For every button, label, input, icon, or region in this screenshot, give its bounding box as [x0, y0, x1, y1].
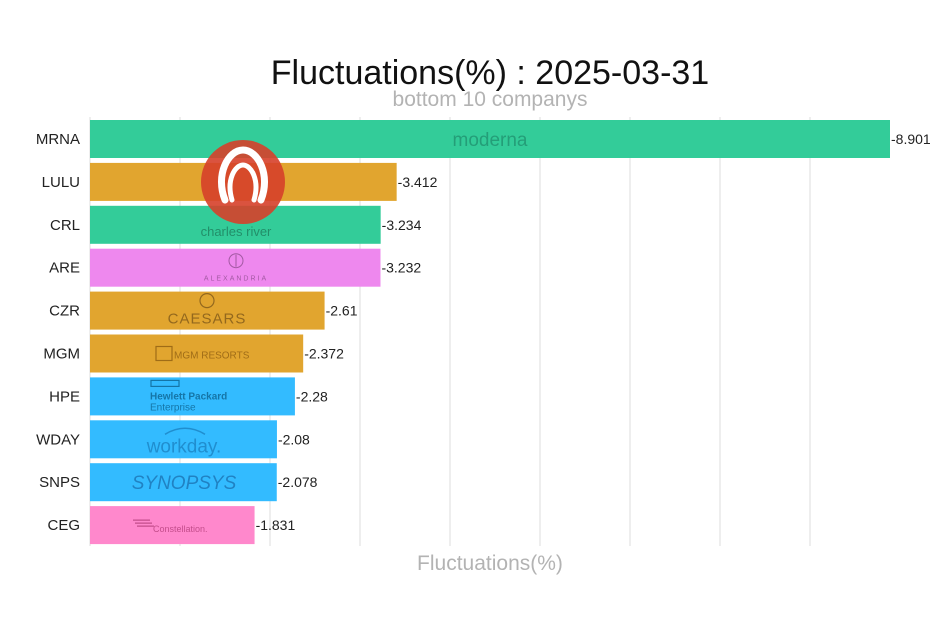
svg-text:moderna: moderna — [453, 130, 528, 151]
bar-czr — [90, 291, 325, 330]
value-labels: -8.901 -3.412 -3.234 -3.232 -2.61 -2.372 -2.28… — [256, 131, 931, 533]
y-tick-label: WDAY — [36, 431, 80, 448]
value-label: -3.412 — [398, 174, 438, 190]
value-label: -3.232 — [381, 260, 421, 276]
charles-river-logo: charles river — [201, 224, 272, 239]
y-tick-label: SNPS — [39, 474, 80, 491]
bar-ceg — [90, 506, 255, 545]
y-tick-label: HPE — [49, 388, 80, 405]
chart-title: Fluctuations(%) : 2025-03-31 — [271, 54, 709, 92]
value-label: -2.372 — [304, 346, 344, 362]
value-label: -1.831 — [256, 517, 296, 533]
lululemon-logo — [201, 140, 285, 224]
y-tick-label: LULU — [42, 174, 80, 191]
workday-logo: workday. — [146, 427, 222, 457]
value-label: -2.28 — [296, 388, 328, 404]
y-tick-label: ARE — [49, 260, 80, 277]
moderna-logo: moderna — [453, 130, 528, 151]
svg-text:ALEXANDRIA: ALEXANDRIA — [204, 276, 268, 283]
value-label: -8.901 — [891, 131, 931, 147]
x-axis-label: Fluctuations(%) — [417, 552, 563, 575]
svg-text:Constellation.: Constellation. — [153, 524, 208, 534]
bar-logos: moderna charles river ALEXANDRIA CAESARS MGM… — [132, 130, 528, 534]
value-label: -2.078 — [278, 474, 318, 490]
alexandria-logo: ALEXANDRIA — [204, 253, 268, 283]
y-tick-label: CZR — [49, 303, 80, 320]
value-label: -2.08 — [278, 431, 310, 447]
y-tick-label: CRL — [50, 217, 80, 234]
svg-text:workday.: workday. — [146, 436, 222, 457]
svg-text:MGM RESORTS: MGM RESORTS — [174, 351, 250, 362]
value-label: -2.61 — [326, 303, 358, 319]
svg-text:charles river: charles river — [201, 224, 272, 239]
bar-wday — [90, 420, 277, 459]
mgm-resorts-logo: MGM RESORTS — [155, 345, 250, 362]
svg-text:CAESARS: CAESARS — [168, 311, 247, 328]
y-axis-tick-labels: MRNA LULU CRL ARE CZR MGM HPE WDAY SNPS CEG — [36, 131, 80, 534]
caesars-logo: CAESARS — [168, 293, 247, 328]
svg-text:Hewlett Packard: Hewlett Packard — [150, 391, 227, 402]
bar-snps — [90, 463, 277, 502]
bar-hpe — [90, 377, 295, 416]
chart-subtitle: bottom 10 companys — [393, 88, 588, 111]
synopsys-logo: SYNOPSYS — [132, 473, 237, 494]
svg-text:SYNOPSYS: SYNOPSYS — [132, 473, 237, 494]
value-label: -3.234 — [382, 217, 422, 233]
constellation-logo: Constellation. — [133, 519, 208, 534]
y-tick-label: MGM — [43, 346, 80, 363]
svg-text:Enterprise: Enterprise — [150, 402, 196, 413]
bar-mgm — [90, 334, 304, 373]
y-tick-label: MRNA — [36, 131, 80, 148]
y-tick-label: CEG — [47, 517, 80, 534]
